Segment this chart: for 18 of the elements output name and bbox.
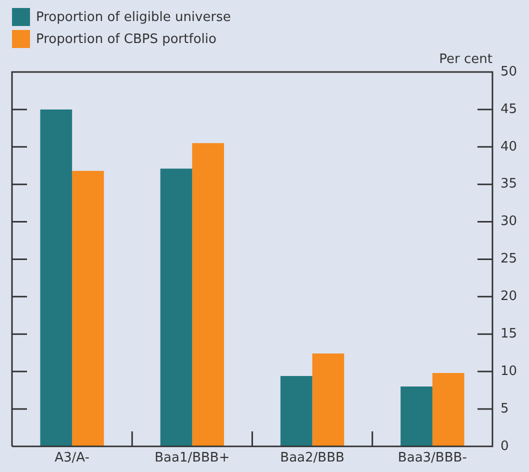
x-tick-label: A3/A- <box>54 450 90 466</box>
y-tick-label: 45 <box>500 102 518 117</box>
y-tick-label: 35 <box>500 176 518 192</box>
x-tick-label: Baa3/BBB- <box>398 450 468 466</box>
x-tick-label: Baa2/BBB <box>280 450 344 466</box>
y-axis-title: Per cent <box>439 52 492 67</box>
y-tick-label: 0 <box>500 438 509 454</box>
y-tick-label: 30 <box>500 214 518 230</box>
legend-label: Proportion of eligible universe <box>36 10 231 24</box>
y-tick-label: 15 <box>500 326 518 342</box>
y-tick-label: 20 <box>500 289 518 304</box>
legend-label: Proportion of CBPS portfolio <box>36 32 216 46</box>
y-tick-label: 5 <box>500 401 509 416</box>
x-tick-label: Baa1/BBB+ <box>154 450 230 466</box>
y-tick-label: 40 <box>500 139 518 154</box>
y-tick-label: 25 <box>500 252 518 267</box>
y-tick-label: 50 <box>500 64 518 80</box>
y-tick-label: 10 <box>500 364 518 379</box>
